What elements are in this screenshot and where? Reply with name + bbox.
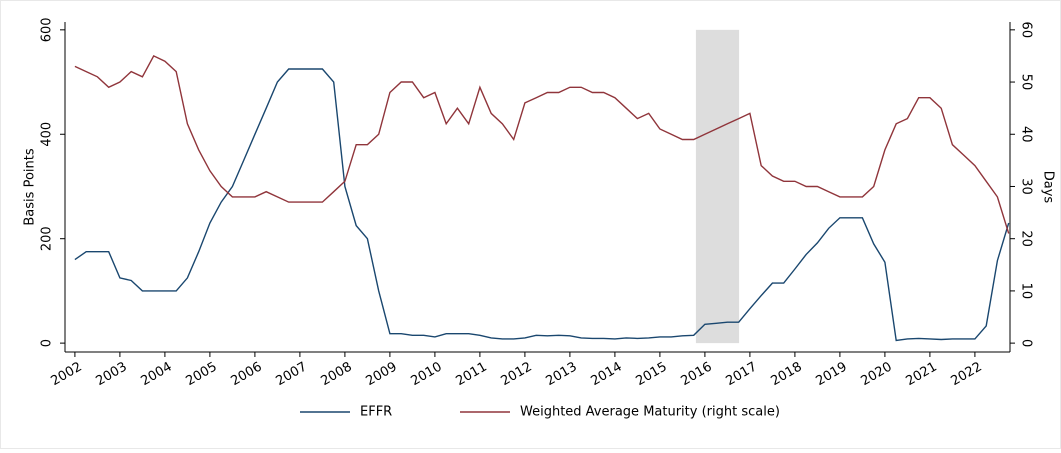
y-tick-label: 600 bbox=[40, 17, 55, 42]
y2-tick-label: 10 bbox=[1019, 283, 1034, 300]
shaded-span bbox=[695, 29, 740, 344]
y2-axis-label: Days bbox=[1041, 171, 1056, 204]
series-line bbox=[74, 54, 1010, 234]
y2-tick-label: 20 bbox=[1019, 230, 1034, 247]
y-tick-label: 200 bbox=[40, 226, 55, 251]
y2-tick-label: 0 bbox=[1019, 339, 1034, 347]
series-line bbox=[74, 68, 1010, 342]
y2-tick-label: 30 bbox=[1019, 178, 1034, 195]
y2-tick-label: 40 bbox=[1019, 126, 1034, 143]
y2-tick-label: 60 bbox=[1019, 22, 1034, 39]
legend-label: Weighted Average Maturity (right scale) bbox=[520, 405, 780, 420]
legend-label: EFFR bbox=[360, 405, 392, 420]
y2-tick-label: 50 bbox=[1019, 74, 1034, 91]
y-tick-label: 400 bbox=[40, 122, 55, 147]
y-axis-label: Basis Points bbox=[23, 148, 38, 225]
y-tick-label: 0 bbox=[40, 339, 55, 347]
